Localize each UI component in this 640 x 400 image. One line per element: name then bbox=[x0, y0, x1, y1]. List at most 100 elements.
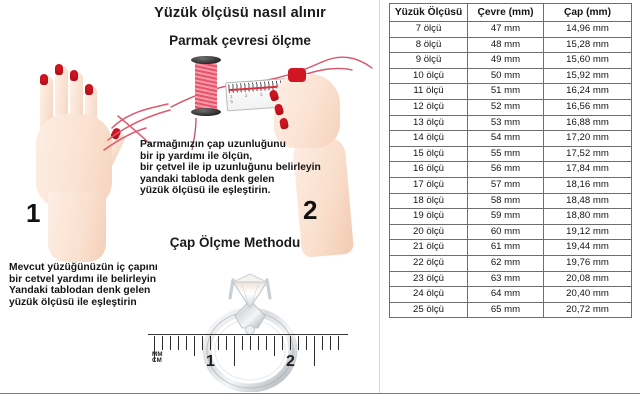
left-hand-illustration bbox=[8, 52, 143, 262]
cell-circumference: 60 mm bbox=[467, 223, 544, 241]
ruler-edge bbox=[148, 334, 348, 336]
cell-circumference: 62 mm bbox=[467, 254, 544, 272]
table-row: 20 ölçü 60 mm 19,12 mm bbox=[389, 223, 632, 241]
cell-diameter: 18,80 mm bbox=[543, 208, 632, 225]
cell-circumference: 50 mm bbox=[467, 67, 544, 85]
cell-circumference: 59 mm bbox=[467, 208, 544, 225]
cell-size: 10 ölçü bbox=[389, 67, 468, 85]
cell-circumference: 65 mm bbox=[467, 301, 544, 319]
page-subtitle: Parmak çevresi ölçme bbox=[169, 33, 311, 48]
cell-size: 7 ölçü bbox=[389, 21, 468, 38]
cell-circumference: 64 mm bbox=[467, 286, 544, 303]
cell-size: 23 ölçü bbox=[389, 270, 468, 288]
table-row: 24 ölçü 64 mm 20,40 mm bbox=[389, 286, 632, 303]
column-header-circumference: Çevre (mm) bbox=[467, 3, 544, 22]
cell-diameter: 16,24 mm bbox=[543, 83, 632, 100]
cell-diameter: 15,60 mm bbox=[543, 52, 632, 69]
nail-pinky bbox=[85, 84, 93, 95]
cell-size: 22 ölçü bbox=[389, 254, 468, 272]
cell-circumference: 55 mm bbox=[467, 145, 544, 163]
cell-circumference: 63 mm bbox=[467, 270, 544, 288]
table-row: 12 ölçü 52 mm 16,56 mm bbox=[389, 98, 632, 116]
cell-diameter: 18,48 mm bbox=[543, 192, 632, 210]
ruler-mark-two: 2 bbox=[286, 353, 295, 370]
right-nail-thumb bbox=[288, 68, 306, 82]
diameter-method-instructions: Mevcut yüzüğünüzün iç çapını bir cetvel … bbox=[9, 262, 158, 308]
bottom-divider bbox=[0, 393, 640, 394]
cell-diameter: 17,20 mm bbox=[543, 130, 632, 147]
ring-illustration bbox=[155, 252, 345, 392]
table-row: 9 ölçü 49 mm 15,60 mm bbox=[389, 52, 632, 69]
cell-diameter: 19,12 mm bbox=[543, 223, 632, 241]
cell-circumference: 56 mm bbox=[467, 161, 544, 178]
table-row: 10 ölçü 50 mm 15,92 mm bbox=[389, 67, 632, 85]
nail-ring bbox=[70, 70, 78, 81]
cell-size: 9 ölçü bbox=[389, 52, 468, 69]
cell-circumference: 51 mm bbox=[467, 83, 544, 100]
cell-size: 8 ölçü bbox=[389, 36, 468, 54]
cell-diameter: 17,52 mm bbox=[543, 145, 632, 163]
cell-circumference: 58 mm bbox=[467, 192, 544, 210]
cell-size: 17 ölçü bbox=[389, 176, 468, 194]
column-header-diameter: Çap (mm) bbox=[543, 3, 632, 22]
cell-size: 11 ölçü bbox=[389, 83, 468, 100]
page-title: Yüzük ölçüsü nasıl alınır bbox=[154, 5, 326, 21]
cell-circumference: 53 mm bbox=[467, 114, 544, 132]
wrist bbox=[48, 192, 106, 262]
spool-thread bbox=[195, 62, 217, 112]
cell-size: 19 ölçü bbox=[389, 208, 468, 225]
table-row: 14 ölçü 54 mm 17,20 mm bbox=[389, 130, 632, 147]
cell-size: 15 ölçü bbox=[389, 145, 468, 163]
table-row: 11 ölçü 51 mm 16,24 mm bbox=[389, 83, 632, 100]
right-hand-illustration bbox=[250, 50, 379, 258]
table-row: 18 ölçü 58 mm 18,48 mm bbox=[389, 192, 632, 210]
table-row: 23 ölçü 63 mm 20,08 mm bbox=[389, 270, 632, 288]
nail-middle bbox=[55, 64, 63, 75]
cell-size: 12 ölçü bbox=[389, 98, 468, 116]
ruler-unit-cm: CM bbox=[152, 357, 163, 364]
cell-diameter: 16,88 mm bbox=[543, 114, 632, 132]
table-row: 22 ölçü 62 mm 19,76 mm bbox=[389, 254, 632, 272]
thread-method-instructions: Parmağınızın çap uzunluğunu bir ip yardı… bbox=[140, 139, 321, 197]
table-body: 7 ölçü 47 mm 14,96 mm 8 ölçü 48 mm 15,28 mm 9 … bbox=[389, 21, 632, 319]
step-number-one: 1 bbox=[26, 198, 41, 228]
column-header-size: Yüzük Ölçüsü bbox=[389, 3, 468, 22]
measuring-ruler: MM CM 1 2 bbox=[148, 334, 348, 376]
nail-index bbox=[40, 74, 48, 85]
cell-size: 13 ölçü bbox=[389, 114, 468, 132]
cell-diameter: 18,16 mm bbox=[543, 176, 632, 194]
cell-circumference: 49 mm bbox=[467, 52, 544, 69]
table-row: 13 ölçü 53 mm 16,88 mm bbox=[389, 114, 632, 132]
ring-size-table: Yüzük Ölçüsü Çevre (mm) Çap (mm) 7 ölçü 4… bbox=[389, 3, 632, 319]
cell-diameter: 19,44 mm bbox=[543, 239, 632, 256]
cell-circumference: 52 mm bbox=[467, 98, 544, 116]
table-header-row: Yüzük Ölçüsü Çevre (mm) Çap (mm) bbox=[389, 3, 632, 22]
ruler-mark-one: 1 bbox=[206, 353, 215, 370]
cell-diameter: 14,96 mm bbox=[543, 21, 632, 38]
cell-diameter: 19,76 mm bbox=[543, 254, 632, 272]
spool-cap-top bbox=[191, 56, 221, 64]
table-row: 19 ölçü 59 mm 18,80 mm bbox=[389, 208, 632, 225]
cell-diameter: 20,08 mm bbox=[543, 270, 632, 288]
cell-size: 20 ölçü bbox=[389, 223, 468, 241]
cell-circumference: 47 mm bbox=[467, 21, 544, 38]
cell-size: 21 ölçü bbox=[389, 239, 468, 256]
table-row: 17 ölçü 57 mm 18,16 mm bbox=[389, 176, 632, 194]
cell-diameter: 17,84 mm bbox=[543, 161, 632, 178]
vertical-divider bbox=[379, 0, 380, 393]
ring-size-table-container: Yüzük Ölçüsü Çevre (mm) Çap (mm) 7 ölçü 4… bbox=[389, 3, 632, 319]
table-row: 21 ölçü 61 mm 19,44 mm bbox=[389, 239, 632, 256]
right-fist bbox=[274, 74, 340, 148]
cell-circumference: 54 mm bbox=[467, 130, 544, 147]
cell-diameter: 15,92 mm bbox=[543, 67, 632, 85]
cell-size: 18 ölçü bbox=[389, 192, 468, 210]
table-row: 25 ölçü 65 mm 20,72 mm bbox=[389, 301, 632, 319]
step-number-two: 2 bbox=[303, 195, 318, 225]
cell-diameter: 20,72 mm bbox=[543, 301, 632, 319]
cell-diameter: 16,56 mm bbox=[543, 98, 632, 116]
illustration-panel: Yüzük ölçüsü nasıl alınır Parmak çevresi… bbox=[8, 5, 379, 392]
ruler-unit-mm: MM bbox=[152, 351, 163, 358]
cell-circumference: 57 mm bbox=[467, 176, 544, 194]
cell-circumference: 48 mm bbox=[467, 36, 544, 54]
